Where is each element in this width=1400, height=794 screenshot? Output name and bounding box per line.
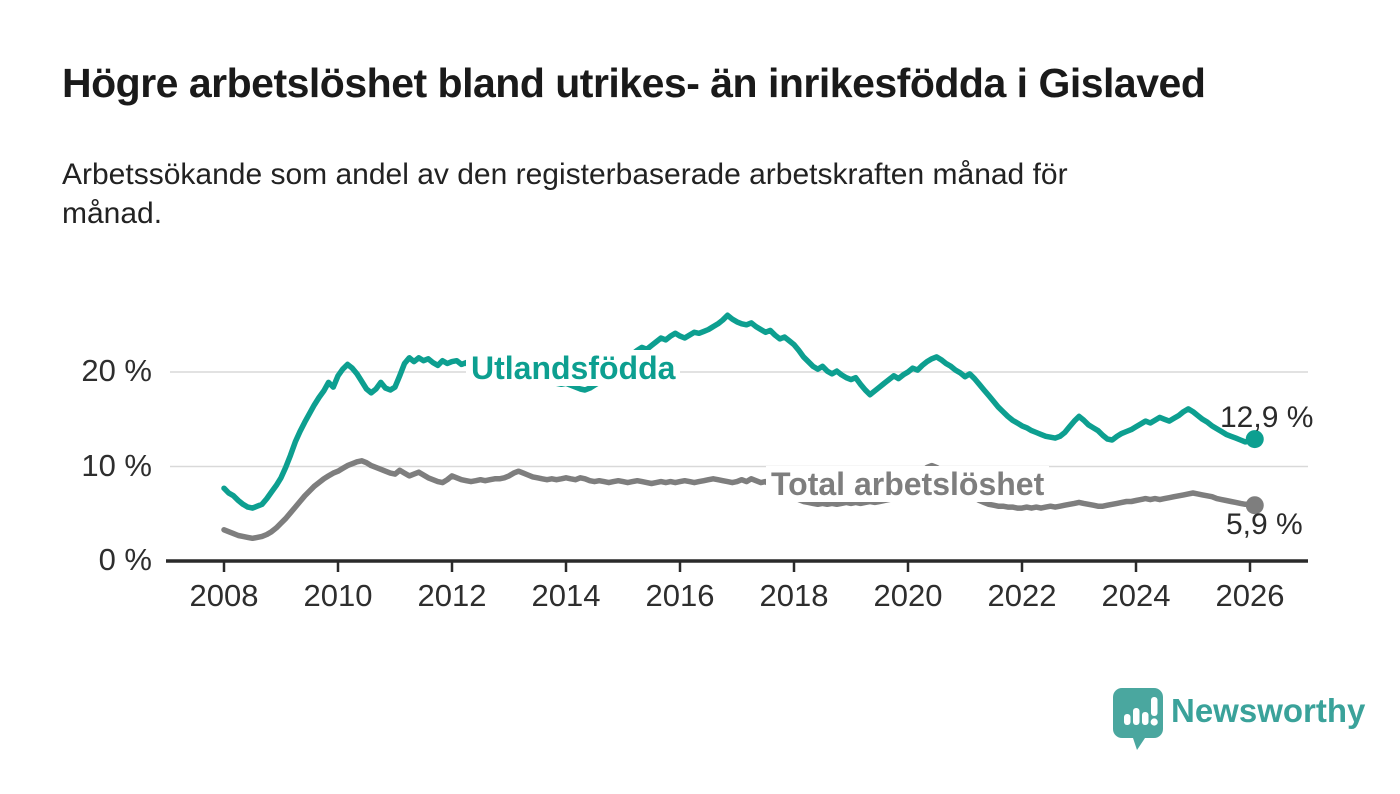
x-axis-label: 2022: [987, 578, 1057, 613]
x-axis-label: 2010: [303, 578, 373, 613]
chart-subtitle-line1: Arbetssökande som andel av den registerb…: [62, 158, 1068, 191]
series-line-total: [221, 458, 1258, 542]
y-axis-label: 10 %: [81, 447, 152, 483]
x-axis-label: 2016: [645, 578, 715, 613]
newsworthy-brand-name: Newsworthy: [1171, 692, 1366, 729]
x-axis-label: 2014: [531, 578, 601, 613]
series-label-utlandsfodda: Utlandsfödda: [466, 350, 681, 386]
series-end-dot-utlandsfodda: [1245, 430, 1264, 449]
x-axis-label: 2008: [189, 578, 259, 613]
end-value-label-total: 5,9 %: [1226, 508, 1303, 541]
x-axis-label: 2018: [759, 578, 829, 613]
chart-title: Högre arbetslöshet bland utrikes- än inr…: [62, 60, 1206, 106]
series-label-total-arbetsloshet: Total arbetslöshet: [766, 466, 1050, 502]
x-axis-label: 2020: [873, 578, 943, 613]
x-axis-label: 2024: [1101, 578, 1171, 613]
x-axis-label: 2026: [1215, 578, 1285, 613]
series-line-utlandsfodda: [221, 312, 1258, 511]
newsworthy-logo speech-bubble-bar-chart-icon: [1113, 688, 1163, 750]
end-value-label-utlandsfodda: 12,9 %: [1220, 401, 1314, 434]
x-axis-label: 2012: [417, 578, 487, 613]
y-axis-label: 0 %: [98, 542, 152, 577]
series-end-dot-total: [1245, 496, 1264, 515]
chart-subtitle-line2: månad.: [62, 197, 163, 230]
y-axis-label: 20 %: [81, 353, 152, 388]
